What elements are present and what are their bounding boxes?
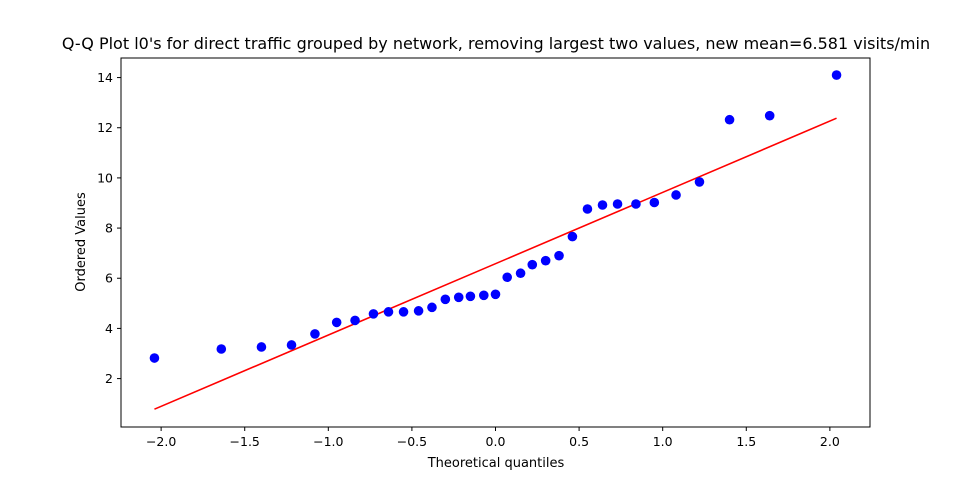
x-tick-label: 1.0 bbox=[653, 434, 673, 449]
y-axis: 2 4 6 8 10 12 14 bbox=[97, 70, 121, 386]
data-point bbox=[540, 255, 551, 266]
data-point bbox=[479, 290, 489, 301]
data-point bbox=[383, 307, 394, 317]
y-tick-label: 8 bbox=[105, 221, 113, 236]
data-point bbox=[453, 292, 464, 303]
x-tick-label: 2.0 bbox=[820, 434, 840, 449]
data-point bbox=[597, 200, 608, 210]
data-point bbox=[368, 309, 379, 319]
fit-line bbox=[154, 117, 837, 410]
data-point bbox=[350, 315, 360, 326]
data-point bbox=[694, 177, 705, 187]
data-point bbox=[831, 70, 842, 80]
data-point bbox=[649, 197, 660, 208]
data-point bbox=[515, 268, 526, 279]
data-point bbox=[427, 302, 437, 313]
data-point bbox=[331, 317, 342, 328]
y-tick-label: 2 bbox=[105, 371, 113, 386]
y-tick-label: 6 bbox=[105, 271, 113, 286]
data-point bbox=[671, 190, 681, 200]
plot-area bbox=[149, 70, 842, 410]
data-point bbox=[216, 344, 227, 354]
data-point bbox=[631, 199, 641, 209]
data-point bbox=[465, 291, 476, 302]
y-tick-label: 12 bbox=[97, 120, 113, 135]
chart-title: Q-Q Plot l0's for direct traffic grouped… bbox=[62, 34, 930, 53]
data-point bbox=[440, 294, 451, 305]
x-tick-label: −1.5 bbox=[230, 434, 260, 449]
data-point bbox=[490, 289, 501, 300]
data-point bbox=[554, 250, 564, 261]
x-tick-label: −2.0 bbox=[146, 434, 176, 449]
data-point bbox=[398, 307, 409, 317]
data-point bbox=[567, 231, 578, 242]
plot-frame bbox=[120, 57, 871, 428]
data-point bbox=[286, 340, 297, 350]
data-point bbox=[149, 353, 160, 363]
data-point bbox=[764, 110, 775, 121]
data-point bbox=[413, 306, 424, 316]
x-tick-label: 0.0 bbox=[486, 434, 506, 449]
data-point bbox=[582, 204, 593, 214]
data-point bbox=[310, 329, 320, 339]
data-point bbox=[612, 199, 623, 209]
x-tick-label: 1.5 bbox=[736, 434, 756, 449]
data-point bbox=[502, 272, 512, 283]
y-tick-label: 4 bbox=[105, 321, 113, 336]
x-axis-label: Theoretical quantiles bbox=[427, 456, 565, 471]
x-axis: −2.0 −1.5 −1.0 −0.5 0.0 0.5 1.0 1.5 2.0 bbox=[146, 427, 840, 449]
y-tick-label: 10 bbox=[97, 170, 113, 185]
x-tick-label: −0.5 bbox=[397, 434, 427, 449]
x-tick-label: −1.0 bbox=[313, 434, 343, 449]
x-tick-label: 0.5 bbox=[569, 434, 589, 449]
data-point bbox=[256, 342, 267, 352]
y-tick-label: 14 bbox=[97, 70, 113, 85]
data-point bbox=[527, 259, 538, 270]
y-axis-label: Ordered Values bbox=[74, 192, 89, 292]
data-point bbox=[724, 114, 735, 125]
